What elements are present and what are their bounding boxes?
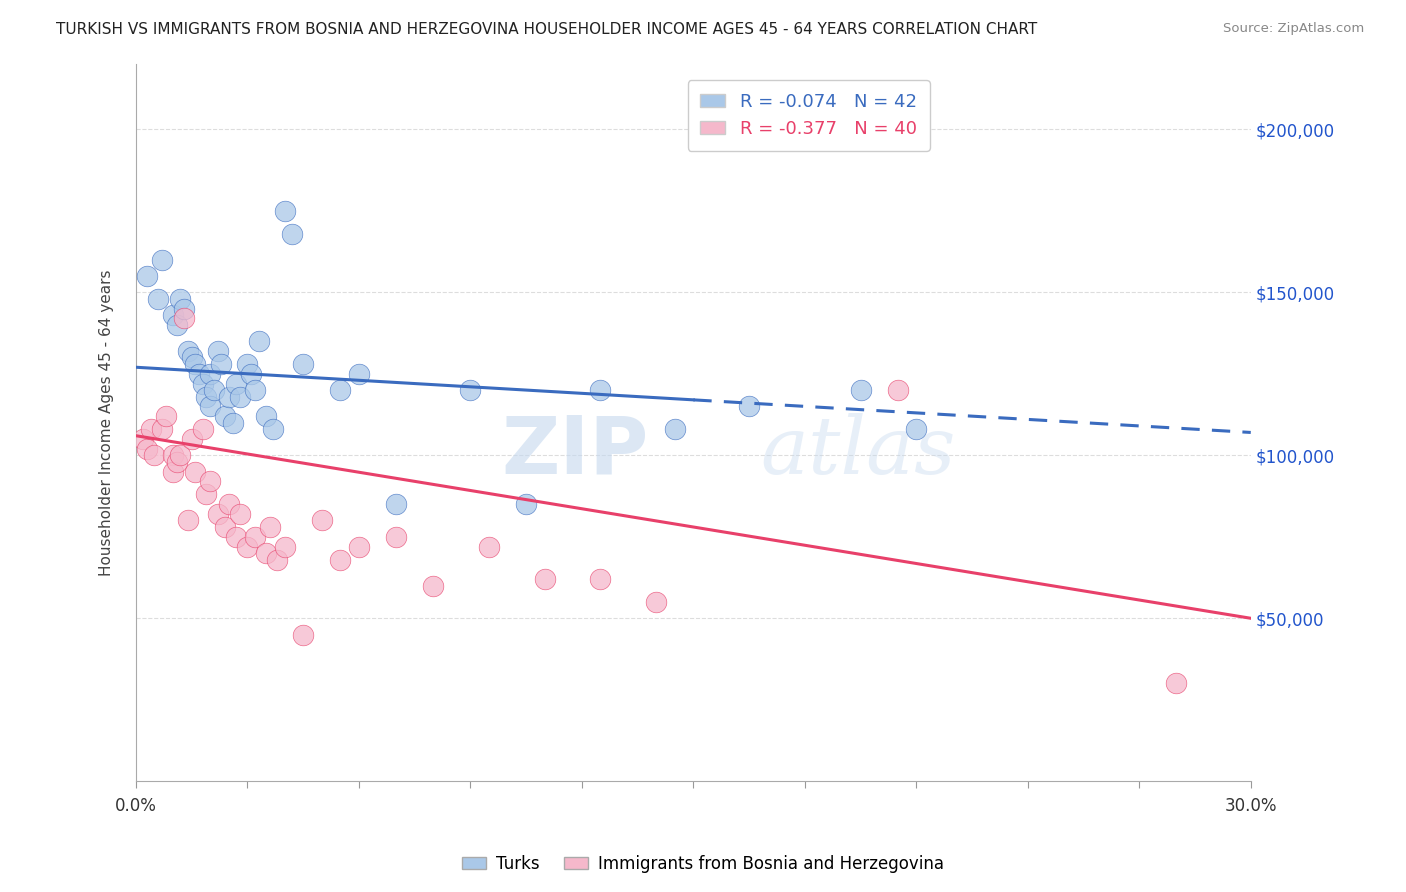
Point — [207, 507, 229, 521]
Point — [218, 390, 240, 404]
Point — [273, 540, 295, 554]
Point — [184, 357, 207, 371]
Point — [329, 383, 352, 397]
Point — [311, 513, 333, 527]
Point — [229, 507, 252, 521]
Point — [266, 552, 288, 566]
Point — [225, 530, 247, 544]
Point — [191, 376, 214, 391]
Text: atlas: atlas — [761, 413, 956, 490]
Point — [209, 357, 232, 371]
Point — [1166, 676, 1188, 690]
Point — [236, 540, 259, 554]
Text: ZIP: ZIP — [502, 412, 648, 491]
Point — [347, 540, 370, 554]
Point — [229, 390, 252, 404]
Legend: R = -0.074   N = 42, R = -0.377   N = 40: R = -0.074 N = 42, R = -0.377 N = 40 — [688, 80, 929, 151]
Point — [150, 422, 173, 436]
Text: TURKISH VS IMMIGRANTS FROM BOSNIA AND HERZEGOVINA HOUSEHOLDER INCOME AGES 45 - 6: TURKISH VS IMMIGRANTS FROM BOSNIA AND HE… — [56, 22, 1038, 37]
Point — [166, 455, 188, 469]
Point — [385, 530, 408, 544]
Point — [262, 422, 284, 436]
Point — [188, 367, 211, 381]
Point — [273, 203, 295, 218]
Point — [139, 422, 162, 436]
Point — [292, 357, 315, 371]
Point — [460, 383, 482, 397]
Point — [243, 530, 266, 544]
Point — [202, 383, 225, 397]
Point — [184, 465, 207, 479]
Point — [180, 351, 202, 365]
Point — [589, 572, 612, 586]
Point — [162, 448, 184, 462]
Text: Source: ZipAtlas.com: Source: ZipAtlas.com — [1223, 22, 1364, 36]
Point — [200, 400, 222, 414]
Point — [347, 367, 370, 381]
Point — [225, 376, 247, 391]
Point — [195, 487, 218, 501]
Point — [905, 422, 928, 436]
Point — [132, 432, 155, 446]
Point — [136, 442, 159, 456]
Y-axis label: Householder Income Ages 45 - 64 years: Householder Income Ages 45 - 64 years — [100, 269, 114, 576]
Point — [155, 409, 177, 424]
Point — [169, 292, 191, 306]
Point — [200, 367, 222, 381]
Point — [162, 465, 184, 479]
Point — [292, 627, 315, 641]
Point — [221, 416, 243, 430]
Point — [664, 422, 686, 436]
Point — [254, 546, 277, 560]
Point — [849, 383, 872, 397]
Point — [214, 520, 236, 534]
Point — [166, 318, 188, 332]
Point — [214, 409, 236, 424]
Point — [195, 390, 218, 404]
Point — [589, 383, 612, 397]
Point — [236, 357, 259, 371]
Point — [422, 579, 444, 593]
Point — [259, 520, 281, 534]
Point — [150, 252, 173, 267]
Point — [478, 540, 501, 554]
Point — [180, 432, 202, 446]
Point — [515, 497, 537, 511]
Point — [247, 334, 270, 348]
Point — [177, 343, 200, 358]
Point — [254, 409, 277, 424]
Point — [169, 448, 191, 462]
Point — [240, 367, 263, 381]
Point — [281, 227, 304, 241]
Point — [173, 301, 195, 316]
Point — [191, 422, 214, 436]
Point — [200, 475, 222, 489]
Point — [177, 513, 200, 527]
Point — [385, 497, 408, 511]
Point — [218, 497, 240, 511]
Point — [136, 268, 159, 283]
Point — [207, 343, 229, 358]
Point — [148, 292, 170, 306]
Point — [143, 448, 166, 462]
Point — [738, 400, 761, 414]
Point — [162, 308, 184, 322]
Point — [173, 311, 195, 326]
Point — [243, 383, 266, 397]
Point — [329, 552, 352, 566]
Point — [886, 383, 908, 397]
Point — [645, 595, 668, 609]
Legend: Turks, Immigrants from Bosnia and Herzegovina: Turks, Immigrants from Bosnia and Herzeg… — [456, 848, 950, 880]
Point — [533, 572, 555, 586]
